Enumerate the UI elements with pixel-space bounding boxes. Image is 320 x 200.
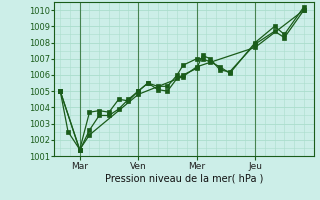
X-axis label: Pression niveau de la mer( hPa ): Pression niveau de la mer( hPa ) xyxy=(105,173,263,183)
